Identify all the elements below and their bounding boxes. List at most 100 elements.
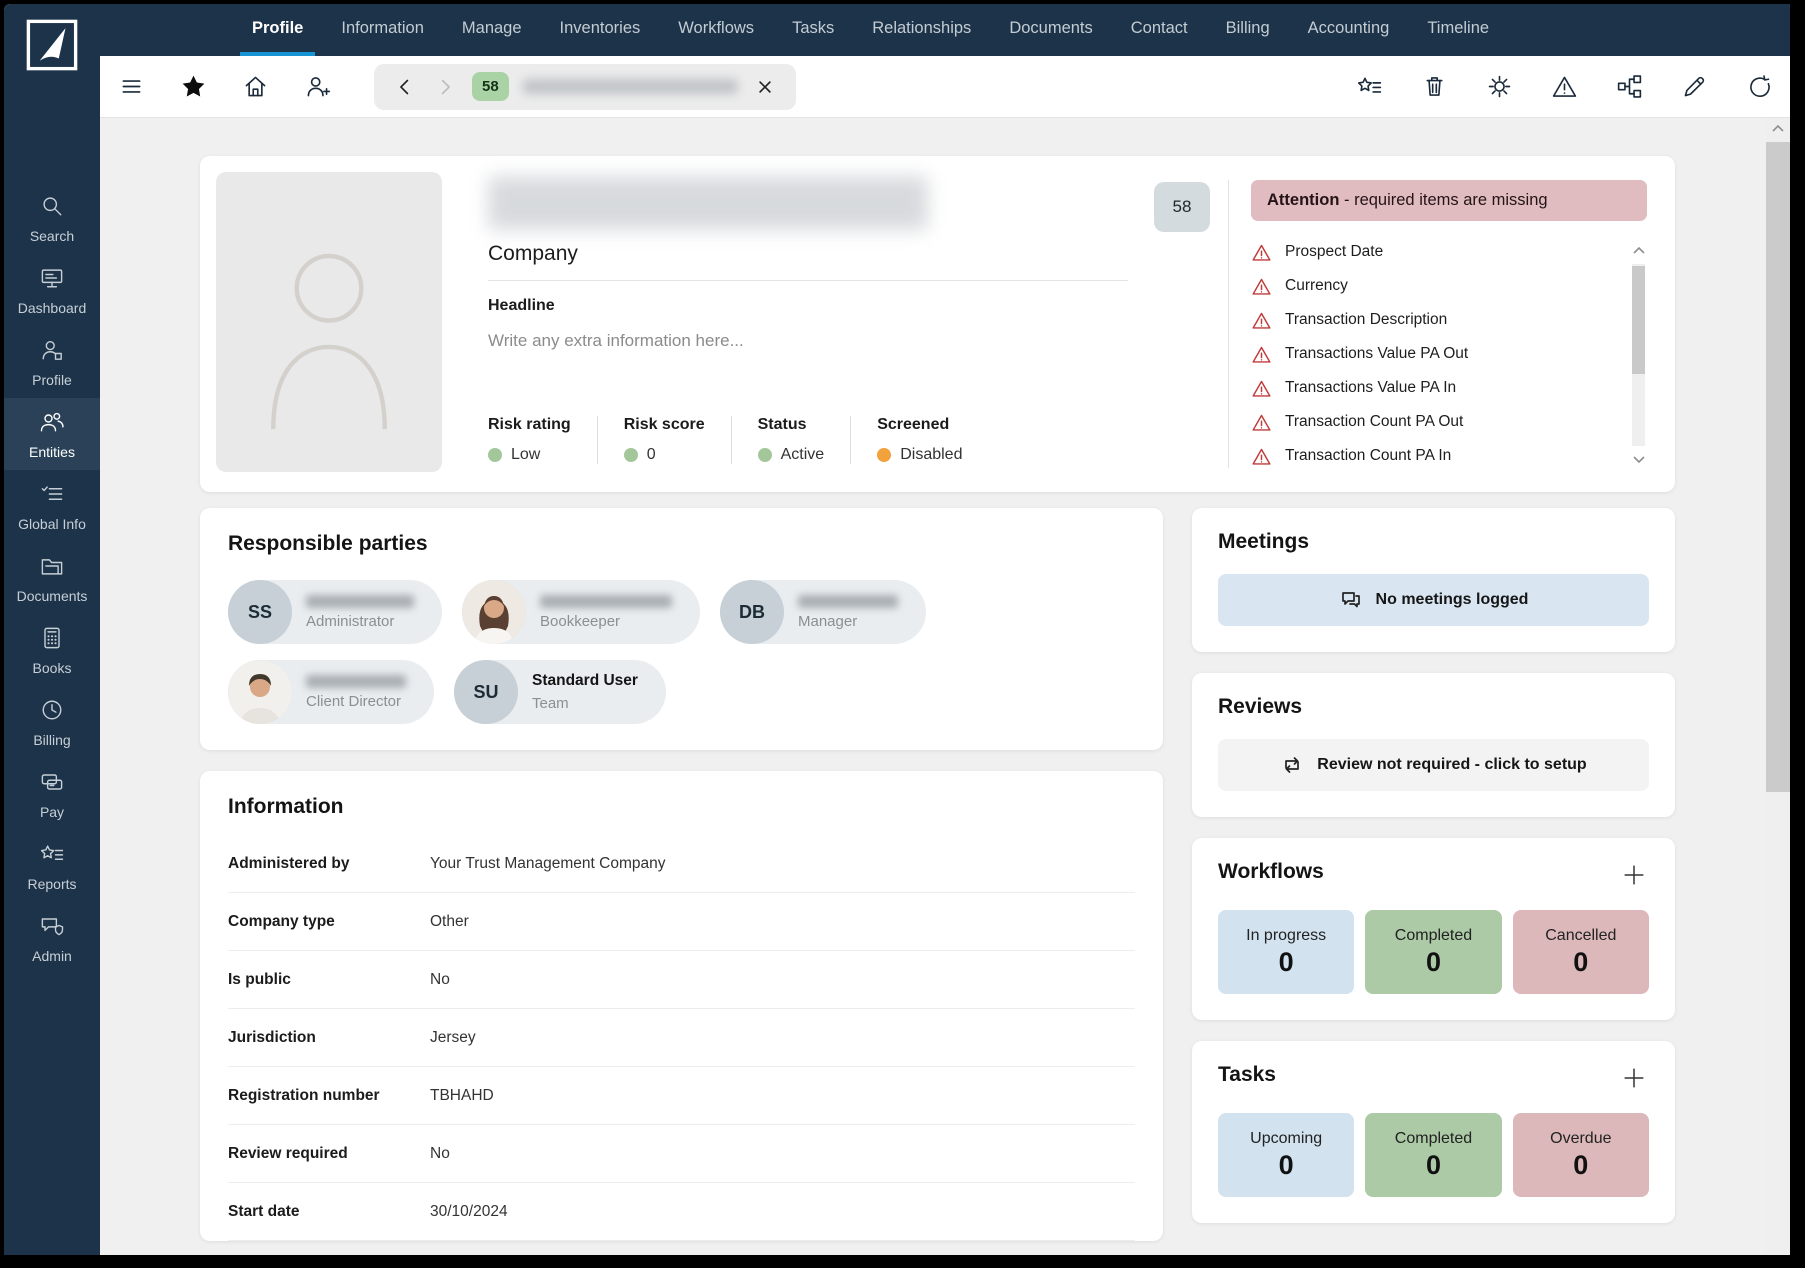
sidebar-item-documents[interactable]: Documents (4, 542, 100, 614)
tab-inventories[interactable]: Inventories (559, 18, 641, 37)
page-scrollbar[interactable] (1766, 118, 1790, 1255)
sidebar-item-global-info[interactable]: Global Info (4, 470, 100, 542)
tile-completed[interactable]: Completed 0 (1365, 1113, 1502, 1197)
avatar: SU (454, 660, 518, 724)
chevron-up-icon (1633, 246, 1645, 254)
sidebar-item-label: Search (29, 228, 75, 244)
menu-button[interactable] (114, 70, 148, 104)
status-dot (488, 448, 502, 462)
info-row-review-required: Review required No (228, 1125, 1135, 1183)
tile-in-progress[interactable]: In progress 0 (1218, 910, 1355, 994)
sidebar-item-books[interactable]: Books (4, 614, 100, 686)
sidebar-item-pay[interactable]: Pay (4, 758, 100, 830)
entity-avatar[interactable] (216, 172, 442, 472)
attention-item[interactable]: Transactions Value PA In (1251, 371, 1607, 405)
tile-completed[interactable]: Completed 0 (1365, 910, 1502, 994)
add-workflow-button[interactable] (1619, 860, 1649, 890)
star-list-icon (38, 840, 66, 871)
dashboard-icon (38, 264, 66, 295)
tab-accounting[interactable]: Accounting (1307, 18, 1390, 37)
attention-item[interactable]: Transaction Count PA Out (1251, 405, 1607, 439)
sidebar-item-profile[interactable]: Profile (4, 326, 100, 398)
entity-count-badge: 58 (1154, 182, 1210, 232)
scrollbar-thumb[interactable] (1632, 266, 1645, 374)
party-name-redacted (798, 594, 898, 608)
section-title: Information (228, 795, 344, 818)
star-list-icon (1357, 77, 1381, 93)
sidebar-item-admin[interactable]: Admin (4, 902, 100, 974)
star-icon (182, 75, 204, 97)
sidebar-item-reports[interactable]: Reports (4, 830, 100, 902)
tile-overdue[interactable]: Overdue 0 (1512, 1113, 1649, 1197)
tab-workflows[interactable]: Workflows (678, 18, 755, 37)
party-chip[interactable]: SU Standard User Team (454, 660, 666, 724)
tab-information[interactable]: Information (341, 18, 424, 37)
sidebar-item-dashboard[interactable]: Dashboard (4, 254, 100, 326)
parties-list: SS Administrator Bookkeeper DB (228, 580, 1135, 724)
warning-icon (1252, 278, 1271, 295)
person-icon (38, 336, 66, 367)
tab-relationships[interactable]: Relationships (872, 18, 972, 37)
tab-timeline[interactable]: Timeline (1427, 18, 1490, 37)
party-chip[interactable]: SS Administrator (228, 580, 442, 644)
favorites-button[interactable] (176, 70, 210, 104)
party-chip[interactable]: DB Manager (720, 580, 926, 644)
attention-item[interactable]: Prospect Date (1251, 235, 1607, 269)
headline-input[interactable]: Write any extra information here... (488, 331, 744, 350)
edit-button[interactable] (1677, 70, 1711, 104)
stat-screened: Screened Disabled (850, 416, 988, 464)
attention-item[interactable]: Transaction Count PA In (1251, 439, 1607, 473)
chat-icon (1341, 592, 1360, 608)
add-person-button[interactable] (300, 70, 334, 104)
party-role: Manager (798, 612, 858, 630)
back-button[interactable] (392, 74, 418, 100)
status-dot (877, 448, 892, 462)
tab-tasks[interactable]: Tasks (792, 18, 835, 37)
report-list-button[interactable] (1352, 70, 1386, 104)
delete-button[interactable] (1417, 70, 1451, 104)
tab-billing[interactable]: Billing (1225, 18, 1270, 37)
tab-profile[interactable]: Profile (240, 4, 316, 56)
close-icon (759, 80, 771, 93)
sidebar-item-label: Entities (29, 444, 75, 460)
attention-item[interactable]: Transactions Value PA Out (1251, 337, 1607, 371)
section-title: Responsible parties (228, 532, 428, 555)
sidebar-item-label: Global Info (18, 516, 86, 532)
no-meetings-button[interactable]: No meetings logged (1218, 574, 1649, 626)
attention-scrollbar[interactable] (1629, 244, 1649, 466)
refresh-button[interactable] (1742, 70, 1776, 104)
menu-icon (122, 80, 140, 93)
tile-cancelled[interactable]: Cancelled 0 (1512, 910, 1649, 994)
party-chip[interactable]: Bookkeeper (462, 580, 700, 644)
home-button[interactable] (238, 70, 272, 104)
tab-contact[interactable]: Contact (1130, 18, 1188, 37)
tile-upcoming[interactable]: Upcoming 0 (1218, 1113, 1355, 1197)
close-tab-button[interactable] (752, 74, 778, 100)
share-button[interactable] (1612, 70, 1646, 104)
entity-tab[interactable]: 58 (374, 63, 796, 110)
divider (488, 280, 1128, 281)
attention-item[interactable]: Transaction Description (1251, 303, 1607, 337)
sidebar-item-search[interactable]: Search (4, 182, 100, 254)
entity-summary: Company Headline Write any extra informa… (442, 172, 1154, 476)
sidebar-item-label: Pay (39, 804, 65, 820)
party-name-redacted (306, 674, 406, 688)
party-role: Administrator (306, 612, 395, 630)
sidebar-item-entities[interactable]: Entities (4, 398, 100, 470)
settings-button[interactable] (1482, 70, 1516, 104)
shield-chat-icon (38, 912, 66, 943)
workflows-card: Workflows In progress 0 Completed 0 Cancel… (1192, 838, 1675, 1020)
forward-button[interactable] (432, 74, 458, 100)
entity-tab-title-redacted (522, 79, 738, 94)
sidebar-item-billing[interactable]: Billing (4, 686, 100, 758)
party-chip[interactable]: Client Director (228, 660, 434, 724)
tab-manage[interactable]: Manage (461, 18, 522, 37)
tab-documents[interactable]: Documents (1009, 18, 1093, 37)
attention-item[interactable]: Currency (1251, 269, 1607, 303)
attention-list: Prospect Date Currency Transaction Descr… (1251, 235, 1647, 473)
add-task-button[interactable] (1619, 1063, 1649, 1093)
alerts-button[interactable] (1547, 70, 1581, 104)
scrollbar-thumb[interactable] (1766, 142, 1790, 792)
info-row-company-type: Company type Other (228, 893, 1135, 951)
review-setup-button[interactable]: Review not required - click to setup (1218, 739, 1649, 791)
